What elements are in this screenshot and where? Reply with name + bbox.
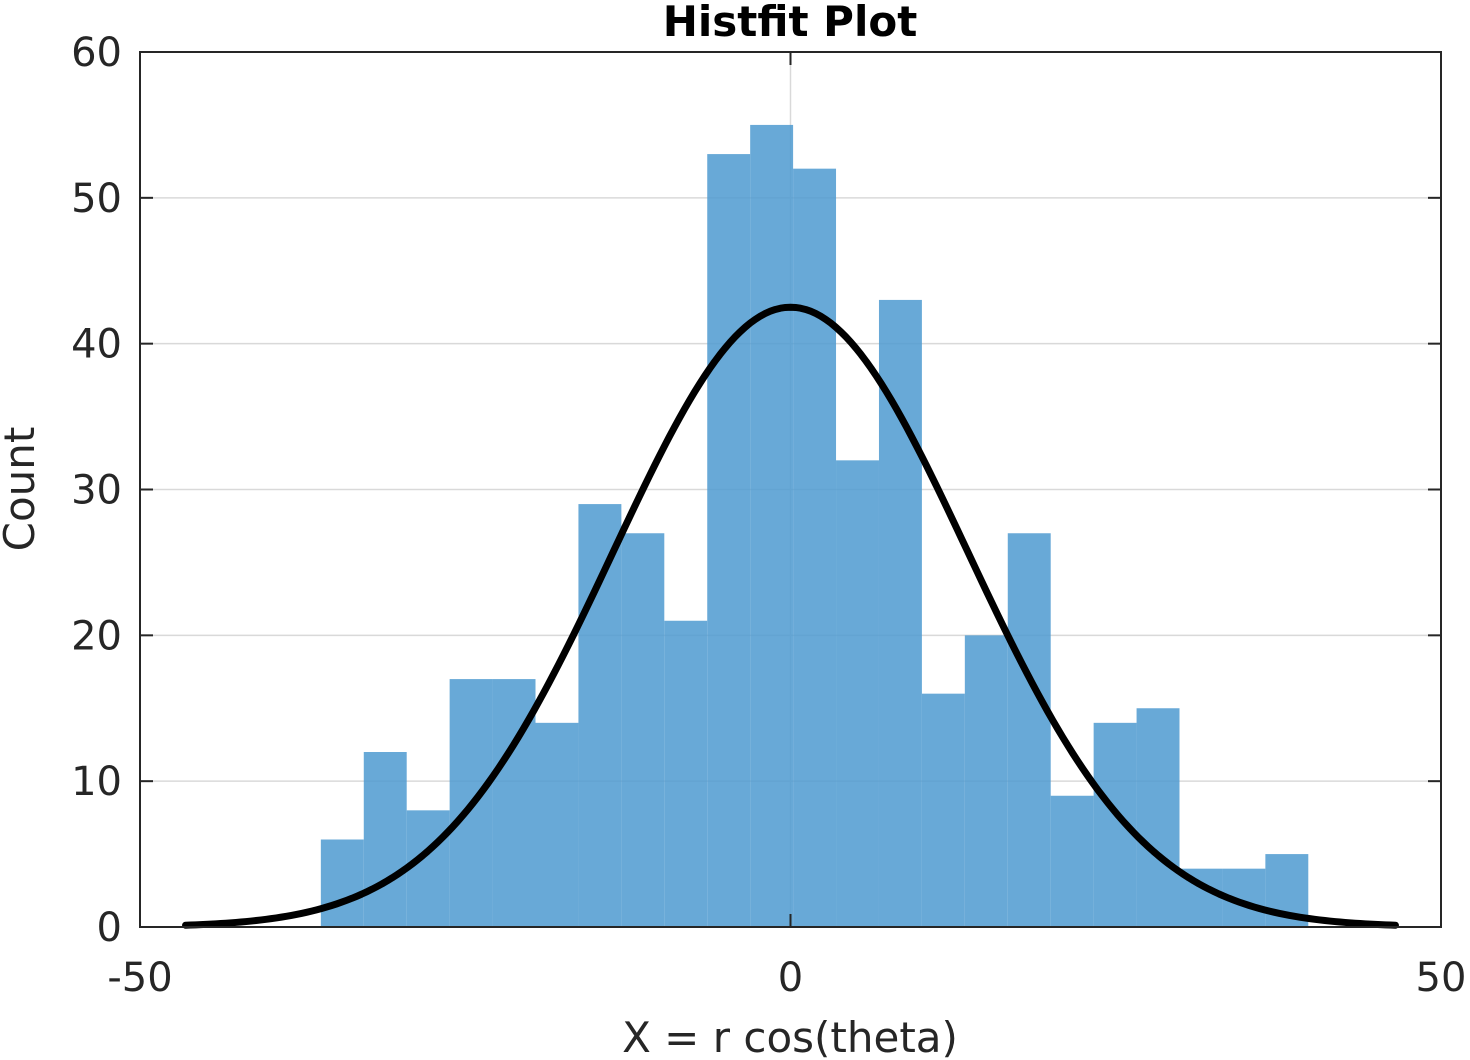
histogram-bar <box>406 810 450 927</box>
histogram-bar <box>621 533 665 927</box>
y-tick-label: 30 <box>71 468 122 514</box>
axes <box>139 51 1442 928</box>
y-tick-label: 0 <box>97 905 122 951</box>
histogram-bar <box>878 299 922 928</box>
fit-curve <box>182 303 1399 929</box>
histogram-bar <box>836 460 879 927</box>
fit-curve-layer <box>182 303 1399 929</box>
x-tick-label: 0 <box>778 955 803 1001</box>
y-tick-label: 20 <box>71 613 122 659</box>
y-axis-label: Count <box>0 427 44 552</box>
x-tick-label: 50 <box>1416 955 1467 1001</box>
x-tick-label: -50 <box>107 955 172 1001</box>
histogram-bar <box>664 620 708 927</box>
histogram-bar <box>964 635 1008 927</box>
histogram-bar <box>793 168 837 927</box>
x-axis-label: X = r cos(theta) <box>622 1013 958 1060</box>
histogram-bar <box>578 504 622 927</box>
histogram-bar <box>750 124 794 927</box>
histogram-bar <box>921 693 965 927</box>
y-tick-label: 10 <box>71 759 122 805</box>
y-tick-label: 60 <box>71 30 122 76</box>
y-tick-label: 40 <box>71 322 122 368</box>
histogram-bar <box>1007 533 1051 927</box>
histogram-bar <box>1136 708 1180 927</box>
histogram-bar <box>320 839 364 927</box>
histogram-bar <box>535 722 579 927</box>
chart-title: Histfit Plot <box>663 0 918 46</box>
histogram-bar <box>707 154 751 928</box>
histogram-bar <box>363 752 407 927</box>
histogram-bars <box>320 124 1309 928</box>
y-tick-label: 50 <box>71 176 122 222</box>
histogram-bar <box>1050 795 1094 927</box>
